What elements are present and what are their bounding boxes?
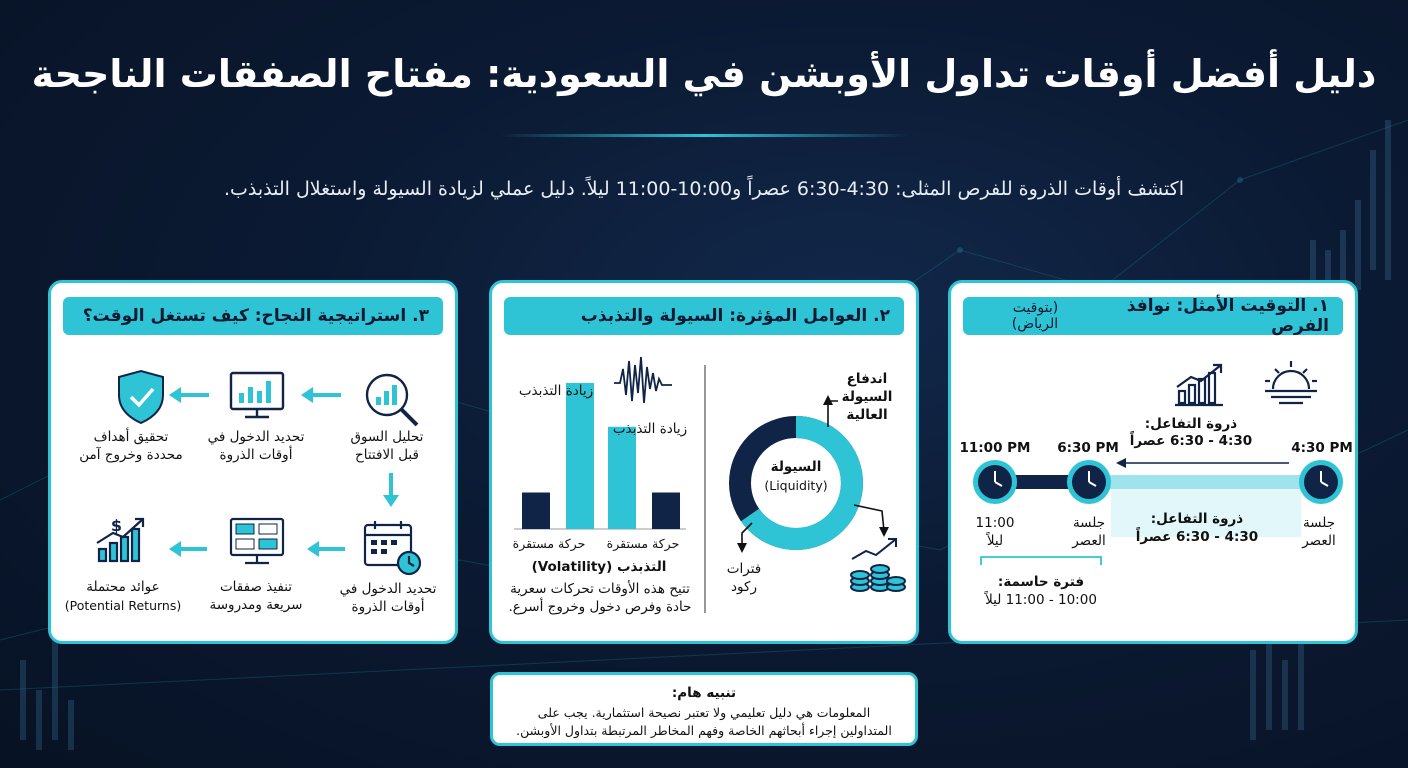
title-underline	[500, 134, 910, 137]
panel-factors-title: ٢. العوامل المؤثرة: السيولة والتذبذب	[580, 306, 890, 326]
volatility-bar	[652, 492, 680, 529]
shield-check-icon	[118, 369, 164, 425]
page-title: دليل أفضل أوقات تداول الأوبشن في السعودي…	[31, 52, 1377, 96]
step-entry2-2: أوقات الذروة	[351, 599, 425, 615]
session-mid-2: العصر	[1072, 533, 1106, 549]
high-liquidity-3: العالية	[846, 407, 888, 423]
step-returns-1: عوائد محتملة	[86, 579, 160, 595]
panel-timing-title: ١. التوقيت الأمثل: نوافذ الفرص	[1126, 296, 1329, 336]
liquidity-donut-chart	[729, 416, 863, 550]
step-analyze-1: تحليل السوق	[350, 429, 424, 445]
liquidity-en: (Liquidity)	[764, 478, 828, 493]
panel-factors: ٢. العوامل المؤثرة: السيولة والتذبذب اند…	[489, 280, 919, 644]
step-goals-2: محددة وخروج آمن	[79, 447, 183, 463]
panel-timing-header: ١. التوقيت الأمثل: نوافذ الفرص (بتوقيت ا…	[963, 296, 1343, 336]
session-start-1: جلسة	[1302, 515, 1336, 531]
volatility-bar	[522, 492, 550, 529]
time-label: 6:30 PM	[1057, 440, 1119, 456]
disclaimer-title: تنبيه هام:	[671, 685, 737, 701]
monitor-chart-icon	[229, 371, 285, 419]
growth-chart-icon	[1175, 363, 1223, 407]
peak-top-label: ذروة التفاعل:	[1144, 416, 1238, 432]
step-entry-2: أوقات الذروة	[219, 447, 293, 463]
volatility-desc-2: حادة وفرص دخول وخروج أسرع.	[508, 599, 692, 615]
step-returns-2: (Potential Returns)	[64, 598, 182, 613]
session-start-2: العصر	[1302, 533, 1336, 549]
strategy-graphics: $	[96, 369, 422, 576]
panel-strategy-header: ٣. استراتيجية النجاح: كيف تستغل الوقت؟	[63, 297, 443, 335]
factors-graphics	[514, 356, 906, 613]
clock-icon	[1299, 460, 1343, 504]
timing-graphics	[973, 361, 1343, 565]
calendar-clock-icon	[363, 521, 422, 576]
high-liquidity-2: السيولة	[841, 389, 893, 405]
clock-icon	[973, 460, 1017, 504]
stagnation-2: ركود	[731, 579, 757, 595]
peak-bottom-label: ذروة التفاعل:	[1150, 511, 1244, 527]
disclaimer-line-1: المعلومات هي دليل تعليمي ولا تعتبر نصيحة…	[537, 705, 871, 720]
panel-timing-note: (بتوقيت الرياض)	[1011, 300, 1059, 332]
magnifier-chart-icon	[365, 373, 419, 427]
session-mid-1: جلسة	[1072, 515, 1106, 531]
time-label: 11:00 PM	[959, 440, 1031, 456]
critical-time: 10:00 - 11:00 ليلاً	[985, 592, 1097, 608]
svg-text:$: $	[111, 516, 122, 535]
peak-bottom-time: 4:30 - 6:30 عصراً	[1135, 529, 1259, 545]
volatility-increase-top: زيادة التذبذب	[518, 383, 594, 399]
volatility-increase-wave: زيادة التذبذب	[612, 421, 688, 437]
volatility-bars	[522, 383, 680, 529]
step-analyze-2: قبل الافتتاح	[355, 447, 419, 463]
session-end-2: ليلاً	[986, 533, 1004, 549]
panel-factors-header: ٢. العوامل المؤثرة: السيولة والتذبذب	[504, 297, 904, 335]
step-entry-1: تحديد الدخول في	[207, 429, 305, 445]
sunset-icon	[1265, 361, 1317, 405]
panel-strategy: ٣. استراتيجية النجاح: كيف تستغل الوقت؟	[48, 280, 458, 644]
volatility-bar	[608, 426, 636, 529]
volatility-bar	[566, 383, 594, 529]
time-label: 4:30 PM	[1291, 440, 1353, 456]
panel-strategy-title: ٣. استراتيجية النجاح: كيف تستغل الوقت؟	[82, 306, 429, 326]
step-execute-2: سريعة ومدروسة	[209, 597, 303, 613]
liquidity-title: السيولة	[770, 459, 822, 475]
high-liquidity-1: اندفاع	[846, 371, 888, 387]
stable-move-right: حركة مستقرة	[606, 536, 680, 551]
step-goals-1: تحقيق أهداف	[93, 429, 169, 445]
session-end-1: 11:00	[975, 515, 1015, 531]
volatility-title: التذبذب (Volatility)	[531, 559, 667, 575]
panel-timing: ١. التوقيت الأمثل: نوافذ الفرص (بتوقيت ا…	[948, 280, 1358, 644]
step-entry2-1: تحديد الدخول في	[339, 581, 437, 597]
stagnation-1: فترات	[726, 561, 762, 577]
peak-top-time: 4:30 - 6:30 عصراً	[1129, 433, 1253, 449]
disclaimer-line-2: المتداولين إجراء أبحاثهم الخاصة وفهم الم…	[516, 723, 892, 738]
step-execute-1: تنفيذ صفقات	[219, 579, 293, 595]
stable-move-left: حركة مستقرة	[512, 536, 586, 551]
volatility-desc-1: تتيح هذه الأوقات تحركات سعرية	[510, 581, 690, 597]
volatility-wave-icon	[614, 356, 672, 404]
clock-icon	[1067, 460, 1111, 504]
page-subtitle: اكتشف أوقات الذروة للفرص المثلى: 4:30-6:…	[223, 178, 1184, 200]
critical-label: فترة حاسمة:	[997, 574, 1085, 590]
returns-chart-icon	[96, 517, 145, 563]
disclaimer-box: تنبيه هام: المعلومات هي دليل تعليمي ولا …	[490, 672, 918, 746]
trading-screen-icon	[229, 517, 285, 565]
money-growth-icon	[850, 538, 906, 592]
